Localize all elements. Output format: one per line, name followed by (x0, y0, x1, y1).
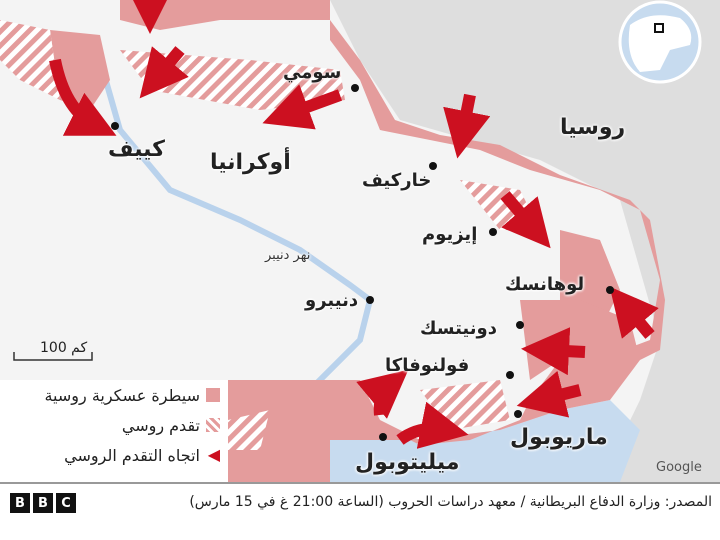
solid-square-icon (206, 388, 220, 402)
map-attribution: Google (656, 460, 702, 475)
scale-bar (13, 352, 93, 361)
legend-label: اتجاه التقدم الروسي (64, 445, 200, 465)
arrow-icon (609, 286, 659, 339)
arrow-icon (443, 93, 491, 159)
label-kharkiv: خاركيف (362, 170, 432, 191)
conflict-map (0, 0, 720, 482)
legend-item-direction: ◀ اتجاه التقدم الروسي (0, 440, 228, 470)
legend: سيطرة عسكرية روسية تقدم روسي ◀ اتجاه الت… (0, 380, 228, 482)
legend-item-advance: تقدم روسي (0, 410, 228, 440)
label-mariupol: ماريوبول (510, 425, 608, 450)
label-kyiv: كييف (108, 137, 165, 162)
label-melitopol: ميليتوبول (355, 450, 460, 475)
arrow-icon (262, 84, 343, 130)
arrow-icon: ◀ (207, 445, 220, 464)
city-dots (111, 84, 614, 441)
label-volnovakha: فولنوفاكا (385, 355, 470, 376)
arrow-icon (396, 401, 469, 449)
arrow-icon (516, 370, 582, 418)
label-dnipro: دنيبرو (305, 290, 359, 311)
label-ukraine: أوكرانيا (210, 150, 291, 175)
arrow-icon (139, 46, 189, 99)
label-sumy: سومي (283, 62, 342, 83)
source-text: المصدر: وزارة الدفاع البريطانية / معهد د… (189, 494, 712, 510)
russia-territory (330, 0, 720, 482)
arrow-icon (356, 369, 409, 419)
label-russia: روسيا (560, 115, 626, 140)
arrow-icon (49, 58, 117, 136)
sea-of-azov (300, 400, 640, 482)
arrow-icon (500, 191, 551, 249)
scale-label: 100 كم (40, 340, 88, 356)
arrow-icon (521, 327, 586, 376)
legend-label: سيطرة عسكرية روسية (44, 385, 200, 405)
locator-globe (618, 0, 702, 84)
hatched-square-icon (206, 418, 220, 432)
label-luhansk: لوهانسك (505, 274, 585, 295)
label-dnipro-river: نهر دنيبر (265, 248, 311, 263)
label-donetsk: دونيتسك (420, 318, 497, 339)
legend-label: تقدم روسي (121, 415, 200, 435)
legend-item-control: سيطرة عسكرية روسية (0, 380, 228, 410)
label-izium: إيزيوم (422, 224, 478, 245)
advance-arrows (49, 0, 659, 449)
